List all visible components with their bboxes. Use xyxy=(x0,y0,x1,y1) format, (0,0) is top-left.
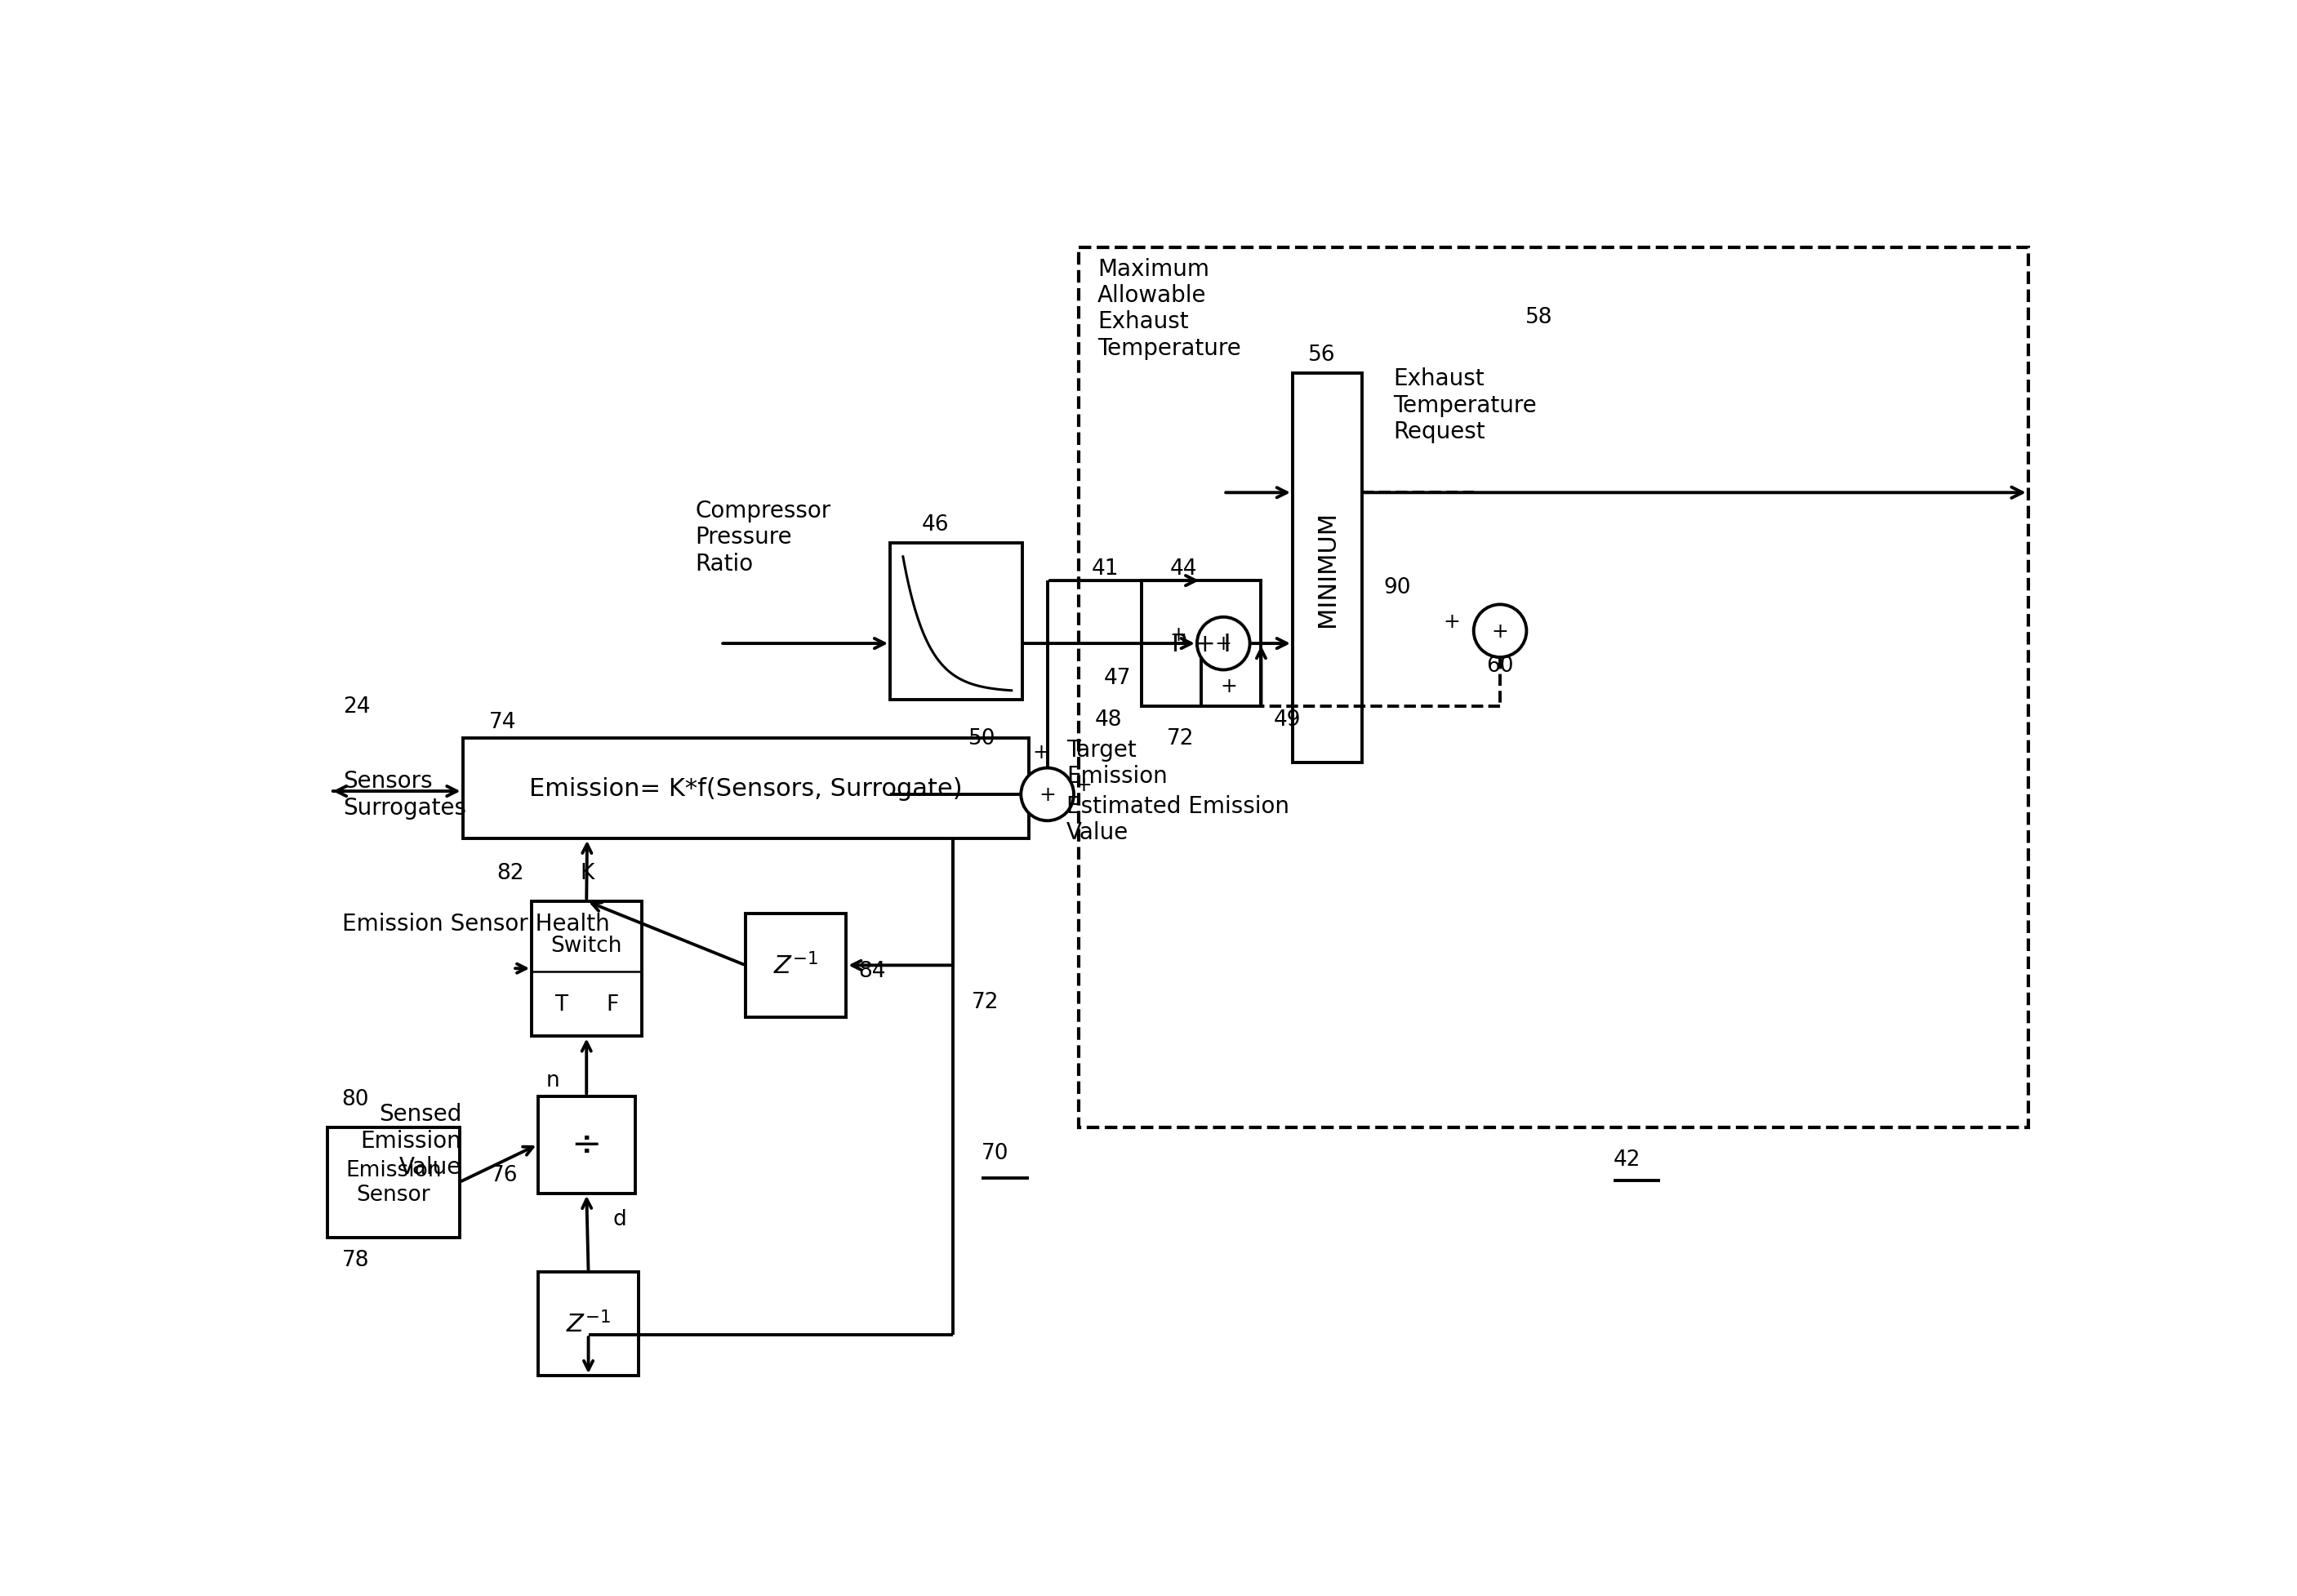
Text: +: + xyxy=(1169,624,1188,645)
Text: Target
Emission: Target Emission xyxy=(1066,737,1167,787)
Text: 84: 84 xyxy=(859,959,887,982)
Text: 82: 82 xyxy=(496,862,524,884)
Circle shape xyxy=(1020,768,1073,820)
Text: T: T xyxy=(556,994,567,1015)
Text: Emission
Sensor: Emission Sensor xyxy=(345,1159,441,1205)
Text: 44: 44 xyxy=(1169,559,1197,579)
Bar xyxy=(328,1128,459,1237)
Text: 72: 72 xyxy=(972,991,999,1012)
Text: 72: 72 xyxy=(1167,728,1194,749)
Text: 48: 48 xyxy=(1096,709,1121,729)
Circle shape xyxy=(1475,605,1528,658)
Text: Maximum
Allowable
Exhaust
Temperature: Maximum Allowable Exhaust Temperature xyxy=(1098,257,1240,359)
Bar xyxy=(1293,373,1362,763)
Bar xyxy=(1142,581,1261,707)
Text: 60: 60 xyxy=(1486,656,1514,677)
Text: d: d xyxy=(613,1208,627,1229)
Text: 90: 90 xyxy=(1383,576,1410,598)
Text: 56: 56 xyxy=(1309,345,1335,365)
Text: 70: 70 xyxy=(981,1143,1008,1163)
Text: 78: 78 xyxy=(342,1250,370,1270)
Text: Sensors
Surrogates: Sensors Surrogates xyxy=(342,769,466,819)
Text: 76: 76 xyxy=(492,1163,517,1186)
Text: +: + xyxy=(1220,677,1238,696)
Text: Emission Sensor Health: Emission Sensor Health xyxy=(342,911,609,935)
Text: Exhaust
Temperature
Request: Exhaust Temperature Request xyxy=(1394,367,1537,444)
Text: Emission= K*f(Sensors, Surrogate): Emission= K*f(Sensors, Surrogate) xyxy=(528,777,962,800)
Text: 24: 24 xyxy=(342,696,370,717)
Text: 58: 58 xyxy=(1525,306,1553,327)
Text: 47: 47 xyxy=(1105,667,1132,689)
Bar xyxy=(462,737,1029,838)
Bar xyxy=(537,1272,639,1376)
Text: n: n xyxy=(547,1069,560,1092)
Text: 49: 49 xyxy=(1275,709,1300,729)
Text: +: + xyxy=(1215,634,1231,654)
Text: K: K xyxy=(581,862,595,884)
Bar xyxy=(537,1096,636,1194)
Text: MINIMUM: MINIMUM xyxy=(1316,511,1339,627)
Text: 42: 42 xyxy=(1612,1149,1640,1170)
Text: Sensed
Emission
Value: Sensed Emission Value xyxy=(361,1103,462,1178)
Text: $Z^{-1}$: $Z^{-1}$ xyxy=(565,1310,611,1337)
Text: 74: 74 xyxy=(489,712,517,733)
Circle shape xyxy=(1197,618,1250,670)
Text: +: + xyxy=(1075,776,1091,795)
Text: 80: 80 xyxy=(342,1088,370,1109)
Text: +: + xyxy=(1038,785,1057,804)
Text: Estimated Emission
Value: Estimated Emission Value xyxy=(1066,795,1289,844)
Text: $Z^{-1}$: $Z^{-1}$ xyxy=(774,953,818,978)
Text: ÷: ÷ xyxy=(572,1127,602,1162)
Text: P + I: P + I xyxy=(1171,632,1231,656)
Text: F: F xyxy=(606,994,618,1015)
Text: 46: 46 xyxy=(921,514,949,535)
Bar xyxy=(1080,247,2028,1128)
Text: Switch: Switch xyxy=(551,935,622,956)
Text: Compressor
Pressure
Ratio: Compressor Pressure Ratio xyxy=(696,500,832,575)
Bar xyxy=(533,902,641,1036)
Text: +: + xyxy=(1491,621,1509,642)
Text: 41: 41 xyxy=(1091,559,1119,579)
Bar xyxy=(747,915,845,1018)
Text: +: + xyxy=(1034,742,1050,763)
Text: +: + xyxy=(1443,613,1461,632)
Text: 50: 50 xyxy=(969,728,997,749)
Bar xyxy=(891,543,1022,701)
